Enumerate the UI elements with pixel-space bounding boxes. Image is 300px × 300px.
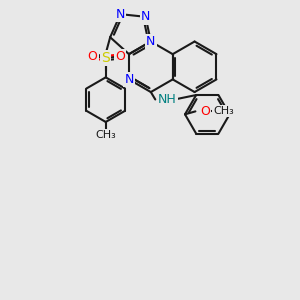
Text: CH₃: CH₃: [213, 106, 234, 116]
Text: O: O: [87, 50, 97, 63]
Text: N: N: [116, 8, 125, 21]
Text: N: N: [146, 35, 155, 48]
Text: O: O: [115, 50, 125, 63]
Text: O: O: [200, 105, 210, 118]
Text: NH: NH: [158, 93, 176, 106]
Text: N: N: [124, 73, 134, 86]
Text: N: N: [141, 10, 150, 23]
Text: CH₃: CH₃: [95, 130, 116, 140]
Text: S: S: [101, 51, 110, 65]
